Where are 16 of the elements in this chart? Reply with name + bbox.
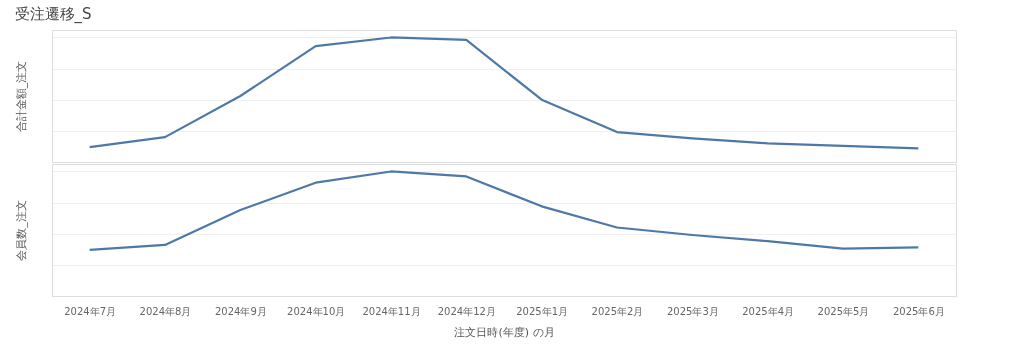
x-tick-label: 2025年2月 xyxy=(591,305,644,317)
x-tick-label: 2025年1月 xyxy=(516,305,569,317)
x-tick-label: 2024年10月 xyxy=(287,305,346,317)
x-tick-label: 2025年5月 xyxy=(817,305,870,317)
x-axis-title: 注文日時(年度) の月 xyxy=(454,325,555,339)
chart-title: 受注遷移_S xyxy=(14,4,92,24)
y-axis-title: 合計金額_注文 xyxy=(14,60,28,133)
x-tick-label: 2025年4月 xyxy=(742,305,795,317)
x-tick-label: 2024年8月 xyxy=(139,305,192,317)
x-tick-label: 2024年9月 xyxy=(214,305,267,317)
x-tick-label: 2024年11月 xyxy=(362,305,421,317)
x-tick-label: 2024年7月 xyxy=(64,305,117,317)
x-tick-label: 2025年6月 xyxy=(892,305,945,317)
x-tick-label: 2025年3月 xyxy=(666,305,719,317)
x-tick-label: 2024年12月 xyxy=(437,305,496,317)
y-axis-title: 会員数_注文 xyxy=(14,200,28,261)
